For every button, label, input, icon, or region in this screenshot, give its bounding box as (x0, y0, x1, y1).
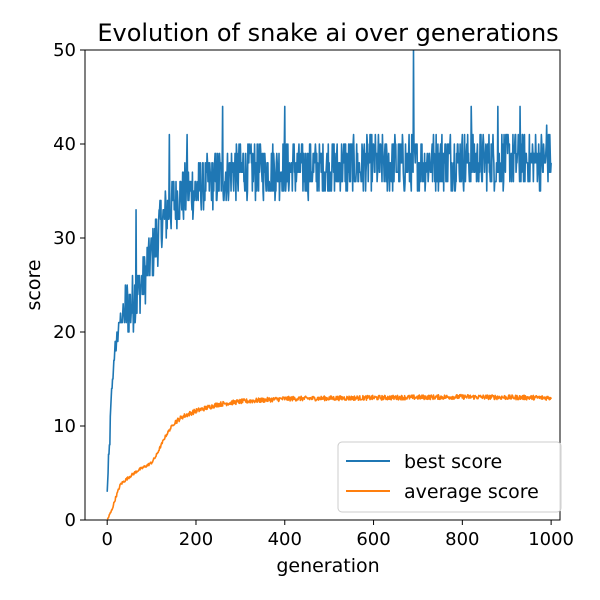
x-tick-label: 400 (268, 529, 302, 550)
x-tick-label: 1000 (528, 529, 574, 550)
legend-box (337, 441, 562, 513)
x-tick-label: 800 (445, 529, 479, 550)
y-axis-label: score (23, 259, 45, 310)
y-tick-label: 40 (53, 134, 76, 155)
y-tick-label: 10 (53, 416, 76, 437)
y-axis: 0 10 20 30 40 50 (53, 40, 85, 531)
y-tick-label: 30 (53, 228, 76, 249)
series-line-average-score (106, 393, 552, 520)
plot-frame (84, 49, 561, 521)
x-axis-label: generation (276, 555, 379, 577)
x-tick-label: 200 (179, 529, 213, 550)
y-tick-label: 0 (65, 510, 76, 531)
x-tick-label: 0 (101, 529, 112, 550)
legend: best score average score (337, 441, 562, 513)
series-line-best-score (106, 50, 552, 492)
y-tick-label: 50 (53, 40, 76, 61)
legend-label: best score (404, 451, 502, 473)
x-tick-label: 600 (356, 529, 390, 550)
x-axis: 0 200 400 600 800 1000 (101, 520, 574, 550)
chart-title: Evolution of snake ai over generations (97, 19, 558, 47)
plot-lines (106, 50, 552, 520)
legend-label: average score (404, 481, 539, 503)
y-tick-label: 20 (53, 322, 76, 343)
